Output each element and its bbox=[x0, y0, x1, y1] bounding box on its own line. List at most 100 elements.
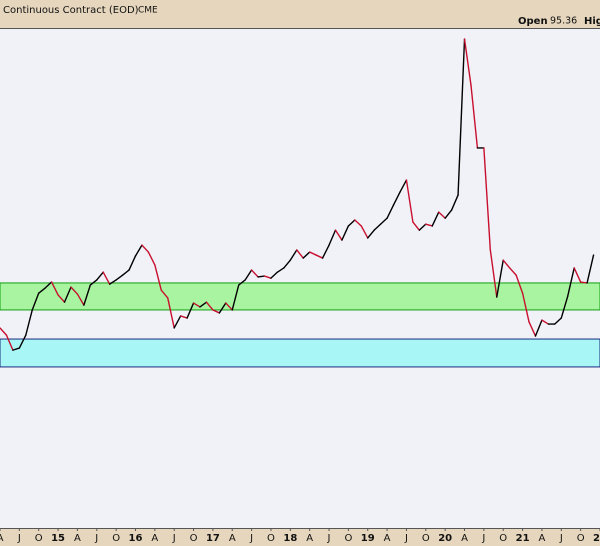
x-tick-label: 20 bbox=[438, 533, 452, 544]
price-segment bbox=[502, 259, 511, 269]
x-tick-label: A bbox=[306, 533, 313, 544]
price-segment bbox=[573, 267, 582, 283]
x-tick-label: J bbox=[327, 533, 331, 544]
header-bar bbox=[0, 0, 600, 28]
x-tick-label: O bbox=[577, 533, 585, 544]
price-segment bbox=[321, 244, 330, 259]
x-tick-label: O bbox=[112, 533, 120, 544]
price-segment bbox=[141, 244, 150, 253]
price-segment bbox=[289, 249, 298, 261]
price-segment bbox=[63, 286, 72, 303]
price-segment bbox=[38, 287, 46, 294]
price-segment bbox=[341, 225, 350, 241]
open-label: Open bbox=[518, 16, 548, 27]
x-tick-label: A bbox=[539, 533, 546, 544]
x-tick-label: J bbox=[94, 533, 98, 544]
price-segment bbox=[554, 317, 562, 325]
x-tick-label: J bbox=[559, 533, 563, 544]
price-segment bbox=[586, 254, 595, 284]
price-segment bbox=[392, 191, 401, 206]
price-segment bbox=[25, 309, 33, 336]
price-segment bbox=[57, 294, 66, 303]
open-value: 95.36 bbox=[550, 16, 577, 27]
price-segment bbox=[541, 319, 550, 325]
price-segment bbox=[283, 259, 292, 269]
price-segment bbox=[160, 289, 169, 299]
price-segment bbox=[579, 281, 588, 284]
price-segment bbox=[315, 254, 324, 259]
x-tick-label: 19 bbox=[361, 533, 375, 544]
price-segment bbox=[405, 179, 414, 223]
price-segment bbox=[96, 271, 104, 281]
x-tick-label: A bbox=[229, 533, 236, 544]
x-tick-label: 16 bbox=[129, 533, 143, 544]
price-segment bbox=[347, 219, 356, 227]
chart-title: Continuous Contract (EOD) bbox=[3, 5, 139, 16]
x-tick-label: A bbox=[151, 533, 158, 544]
x-tick-label: 15 bbox=[51, 533, 65, 544]
price-segment bbox=[89, 279, 98, 286]
x-tick-label: 22 bbox=[593, 533, 600, 544]
price-segment bbox=[534, 319, 543, 337]
x-tick-label: A bbox=[74, 533, 81, 544]
price-segment bbox=[31, 292, 40, 311]
plot-area bbox=[0, 28, 600, 528]
price-segment bbox=[270, 271, 279, 279]
x-tick-label: J bbox=[17, 533, 21, 544]
price-segment bbox=[76, 293, 85, 306]
price-segment bbox=[367, 229, 375, 239]
price-segment bbox=[179, 315, 188, 319]
x-tick-label: O bbox=[35, 533, 43, 544]
x-tick-label: J bbox=[404, 533, 408, 544]
price-segment bbox=[231, 284, 240, 311]
price-segment bbox=[173, 315, 182, 329]
price-segment bbox=[308, 251, 317, 256]
high-label: High bbox=[584, 16, 600, 27]
price-segment bbox=[386, 204, 395, 219]
x-tick-label: A bbox=[461, 533, 468, 544]
price-segment bbox=[44, 281, 53, 289]
price-segment bbox=[186, 302, 195, 319]
price-segment bbox=[154, 264, 162, 291]
price-segment bbox=[238, 279, 246, 286]
price-segment bbox=[328, 229, 337, 246]
price-segment bbox=[276, 267, 285, 273]
x-tick-label: 21 bbox=[516, 533, 530, 544]
price-segment bbox=[379, 217, 388, 225]
price-segment bbox=[83, 284, 92, 306]
price-segment bbox=[450, 194, 459, 211]
price-segment bbox=[199, 301, 208, 308]
x-tick-label: 17 bbox=[206, 533, 220, 544]
price-segment bbox=[489, 249, 498, 298]
x-tick-label: A bbox=[0, 533, 4, 544]
x-axis-bar bbox=[0, 528, 600, 546]
zone bbox=[0, 282, 600, 311]
price-segment bbox=[212, 309, 221, 314]
price-segment bbox=[192, 302, 201, 308]
price-segment bbox=[244, 269, 253, 281]
price-segment bbox=[463, 38, 472, 86]
price-segment bbox=[121, 269, 130, 276]
price-segment bbox=[373, 223, 382, 231]
price-segment bbox=[521, 292, 530, 323]
price-segment bbox=[5, 334, 14, 351]
price-segment bbox=[147, 251, 156, 266]
price-segment bbox=[128, 255, 137, 271]
price-segment bbox=[431, 211, 440, 227]
price-segment bbox=[515, 274, 524, 294]
x-tick-label: O bbox=[422, 533, 430, 544]
x-tick-label: A bbox=[384, 533, 391, 544]
x-tick-label: J bbox=[249, 533, 253, 544]
price-segment bbox=[167, 297, 175, 329]
price-segment bbox=[508, 267, 517, 276]
price-segment bbox=[18, 334, 27, 349]
x-tick-label: O bbox=[267, 533, 275, 544]
price-segment bbox=[483, 147, 492, 251]
price-segment bbox=[425, 223, 433, 227]
x-tick-label: J bbox=[481, 533, 485, 544]
price-segment bbox=[334, 229, 343, 241]
price-segment bbox=[354, 219, 362, 227]
price-segment bbox=[102, 271, 111, 285]
